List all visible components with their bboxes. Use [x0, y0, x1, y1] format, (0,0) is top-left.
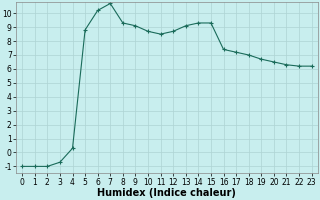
X-axis label: Humidex (Indice chaleur): Humidex (Indice chaleur) — [98, 188, 236, 198]
